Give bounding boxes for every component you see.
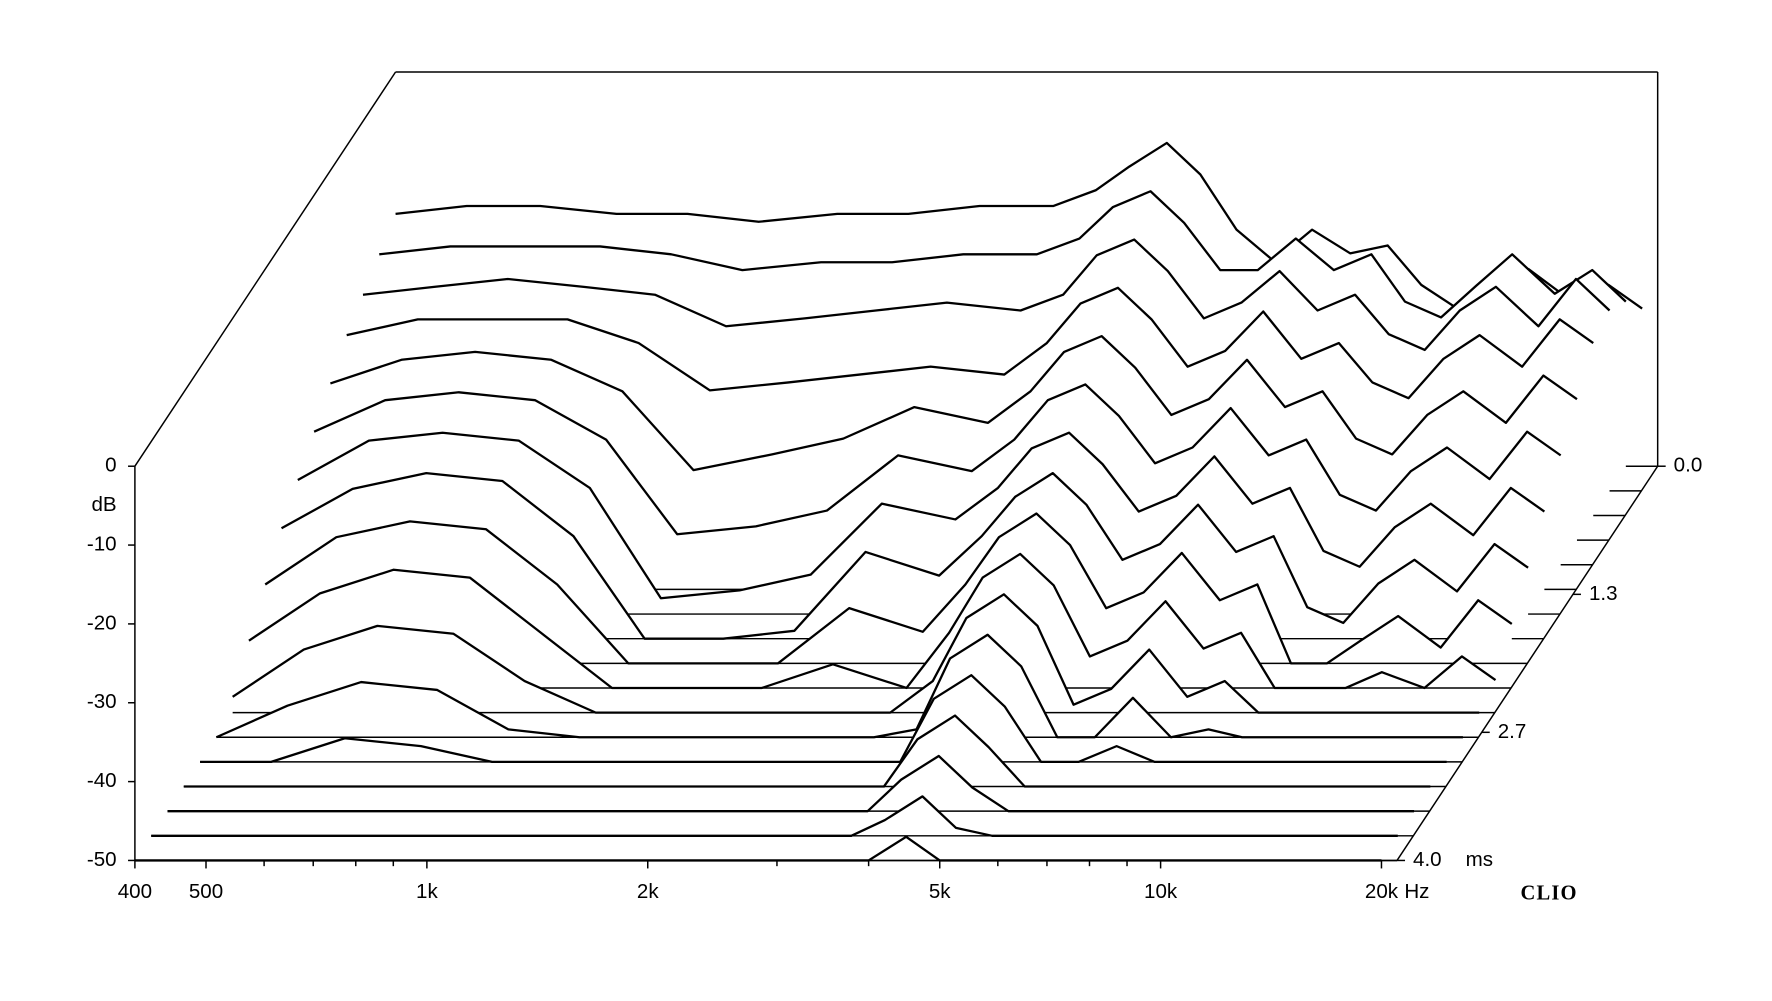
x-axis-label: Hz: [1404, 880, 1429, 903]
slice-curve: [215, 633, 1463, 739]
slice-fill: [265, 513, 1528, 664]
slice-curve: [297, 431, 1546, 600]
y-axis-label: dB: [91, 493, 116, 516]
z-tick-label: 0.0: [1674, 454, 1703, 477]
slice-fill: [151, 796, 1414, 836]
y-tick-label: 0: [105, 454, 116, 477]
slice-curve: [313, 383, 1562, 536]
y-tick-label: -30: [87, 690, 117, 713]
z-tick-label: 4.0: [1413, 848, 1442, 871]
x-tick-label: 20k: [1365, 880, 1399, 903]
slice-curve: [200, 674, 1447, 764]
slice-curve: [264, 512, 1513, 665]
x-tick-label: 1k: [416, 880, 438, 903]
slice-fill: [134, 836, 1398, 861]
x-tick-label: 5k: [929, 880, 951, 903]
slice-curve: [248, 552, 1497, 690]
slice-curve: [330, 334, 1578, 472]
y-tick-label: -10: [87, 533, 117, 556]
slice-curve: [232, 593, 1480, 714]
frame-edge: [134, 71, 397, 467]
z-axis: [1396, 465, 1659, 861]
x-tick-label: 2k: [637, 880, 659, 903]
slice-curve: [134, 835, 1382, 862]
z-tick-label: 2.7: [1498, 720, 1527, 743]
slice-curve: [362, 238, 1611, 352]
z-tick-label: 1.3: [1589, 582, 1618, 605]
annotation: CLIO: [1520, 882, 1577, 904]
x-tick-label: 500: [189, 880, 223, 903]
slice-fill: [167, 755, 1430, 812]
y-tick-label: -40: [87, 769, 117, 792]
z-axis-label: ms: [1466, 848, 1493, 871]
slice-curve: [346, 286, 1594, 400]
x-tick-label: 400: [118, 880, 152, 903]
y-tick-label: -20: [87, 611, 117, 634]
slice-curve: [167, 754, 1415, 813]
slice-curve: [183, 714, 1431, 788]
slice-curve: [151, 795, 1398, 837]
slice-fill: [216, 634, 1479, 738]
slice-curve: [280, 471, 1529, 640]
y-tick-label: -50: [87, 848, 117, 871]
slice-fill: [200, 675, 1463, 762]
x-tick-label: 10k: [1144, 880, 1178, 903]
slice-fill: [248, 553, 1512, 688]
slice-curve: [379, 190, 1627, 319]
